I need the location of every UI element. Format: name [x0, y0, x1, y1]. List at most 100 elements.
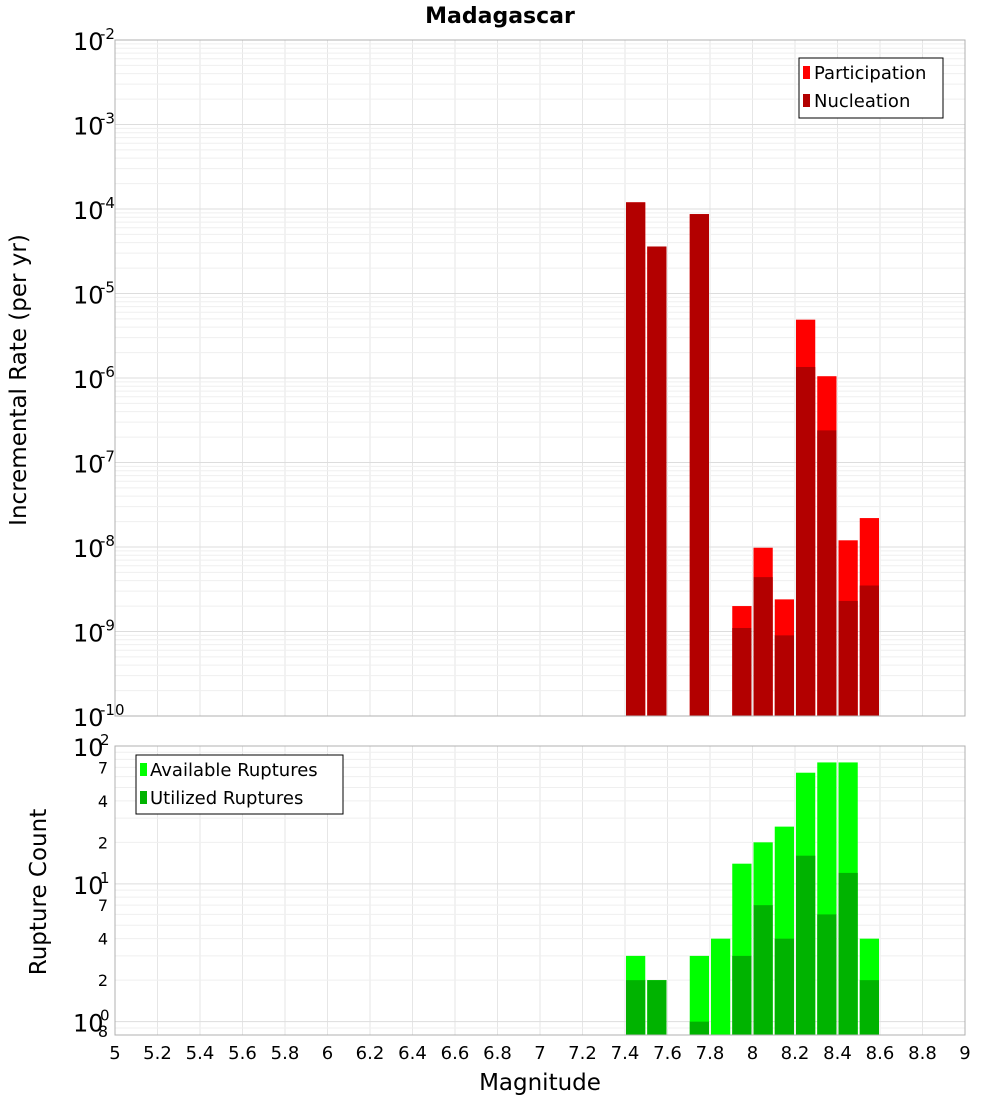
- rate-y-tick-exponent: -9: [100, 617, 115, 635]
- x-tick-label: 9: [959, 1043, 970, 1064]
- rate-panel: 10-210-310-410-510-610-710-810-910-10 In…: [6, 25, 966, 732]
- rate-y-tick-exponent: -4: [100, 194, 115, 212]
- count-y-tick-exponent: 1: [100, 869, 110, 887]
- count-y-tick-label: 10: [73, 1010, 104, 1038]
- count-bar: [689, 1021, 709, 1035]
- count-y-tick-label: 10: [73, 734, 104, 762]
- count-bars: [626, 762, 879, 1035]
- x-tick-label: 5.6: [228, 1043, 257, 1064]
- legend-swatch-participation: [803, 66, 810, 79]
- legend-swatch-nucleation: [803, 94, 810, 107]
- rate-legend-box: [798, 57, 944, 119]
- rate-y-tick-exponent: -8: [100, 532, 115, 550]
- rate-bars: [626, 202, 879, 716]
- x-tick-label: 6.6: [441, 1043, 470, 1064]
- count-legend-box: [135, 754, 344, 815]
- x-tick-label: 6.4: [398, 1043, 427, 1064]
- rate-plot-frame: [114, 39, 966, 717]
- rate-bar: [817, 430, 837, 716]
- rate-y-tick-label: 10: [73, 282, 104, 310]
- x-tick-label: 8.4: [823, 1043, 852, 1064]
- rate-y-tick-label: 10: [73, 366, 104, 394]
- x-tick-label: 7: [534, 1043, 545, 1064]
- rate-y-tick-exponent: -2: [100, 25, 115, 43]
- count-y-minor-tick-label: 4: [98, 792, 108, 811]
- count-bar: [732, 955, 752, 1035]
- count-bar: [859, 980, 879, 1035]
- x-tick-label: 6.2: [356, 1043, 385, 1064]
- x-tick-label: 7.6: [653, 1043, 682, 1064]
- count-bar: [796, 855, 816, 1035]
- rate-y-ticks: 10-210-310-410-510-610-710-810-910-10: [73, 25, 125, 732]
- legend-swatch-utilized-ruptures: [140, 791, 147, 804]
- rate-y-tick-label: 10: [73, 535, 104, 563]
- x-tick-label: 5: [109, 1043, 120, 1064]
- legend-item-utilized-ruptures: Utilized Ruptures: [140, 788, 303, 809]
- rate-bar: [647, 246, 667, 716]
- legend-item-available-ruptures: Available Ruptures: [140, 760, 318, 781]
- rate-y-tick-label: 10: [73, 113, 104, 141]
- x-tick-label: 8: [747, 1043, 758, 1064]
- count-plot-frame: [114, 745, 966, 1036]
- count-legend: Available Ruptures Utilized Ruptures: [135, 754, 344, 815]
- legend-swatch-available-ruptures: [140, 763, 147, 776]
- rate-y-tick-label: 10: [73, 197, 104, 225]
- x-tick-label: 5.8: [271, 1043, 300, 1064]
- count-y-minor-tick-label: 2: [98, 971, 108, 990]
- count-bar: [774, 938, 794, 1035]
- count-bar: [711, 938, 731, 1035]
- x-tick-label: 5.2: [143, 1043, 172, 1064]
- rate-bar: [796, 366, 816, 716]
- count-y-minor-tick-label: 7: [98, 896, 108, 915]
- chart-title: Madagascar: [425, 4, 575, 29]
- count-y-minor-tick-label: 8: [98, 1022, 108, 1041]
- x-axis-label: Magnitude: [479, 1070, 601, 1096]
- rate-bar: [859, 585, 879, 716]
- rate-bar: [732, 628, 752, 716]
- legend-label-participation: Participation: [814, 63, 926, 84]
- rate-bar: [838, 600, 858, 716]
- rate-legend: Participation Nucleation: [798, 57, 944, 119]
- x-tick-label: 7.4: [611, 1043, 640, 1064]
- count-bar: [817, 914, 837, 1035]
- rate-bar: [774, 635, 794, 716]
- rate-y-tick-label: 10: [73, 704, 104, 732]
- x-ticks: 5 5.2 5.4 5.6 5.8 6 6.2 6.4 6.6 6.8 7 7.2 7.4 7.6 7.8 8…: [109, 1043, 970, 1064]
- rate-y-tick-exponent: -5: [100, 279, 115, 297]
- rate-y-tick-exponent: -7: [100, 448, 115, 466]
- count-bar: [626, 980, 646, 1035]
- rate-y-tick-label: 10: [73, 620, 104, 648]
- count-bar: [838, 872, 858, 1035]
- count-y-tick-exponent: 2: [100, 731, 110, 749]
- count-y-tick-exponent: 0: [100, 1007, 110, 1025]
- x-tick-label: 5.4: [186, 1043, 215, 1064]
- rate-y-tick-label: 10: [73, 28, 104, 56]
- x-tick-label: 6.8: [483, 1043, 512, 1064]
- rate-bar: [753, 577, 773, 716]
- legend-label-available-ruptures: Available Ruptures: [150, 760, 318, 781]
- count-bar: [753, 905, 773, 1035]
- rate-y-axis-label: Incremental Rate (per yr): [6, 234, 32, 526]
- rate-bar: [689, 214, 709, 716]
- rate-y-tick-exponent: -10: [100, 701, 125, 719]
- legend-item-nucleation: Nucleation: [803, 91, 910, 112]
- count-bar: [689, 955, 709, 1035]
- x-tick-label: 7.2: [568, 1043, 597, 1064]
- count-y-minor-tick-label: 4: [98, 930, 108, 949]
- count-y-tick-label: 10: [73, 872, 104, 900]
- legend-label-nucleation: Nucleation: [814, 91, 910, 112]
- x-tick-label: 7.8: [696, 1043, 725, 1064]
- rate-y-tick-exponent: -6: [100, 363, 115, 381]
- count-bar: [647, 980, 667, 1035]
- x-tick-label: 8.2: [781, 1043, 810, 1064]
- legend-label-utilized-ruptures: Utilized Ruptures: [150, 788, 303, 809]
- count-y-minor-tick-label: 7: [98, 758, 108, 777]
- x-tick-label: 8.6: [866, 1043, 895, 1064]
- rate-gridlines: [114, 40, 966, 717]
- rate-bar: [626, 202, 646, 716]
- legend-item-participation: Participation: [803, 63, 926, 84]
- count-y-axis-label: Rupture Count: [26, 809, 52, 975]
